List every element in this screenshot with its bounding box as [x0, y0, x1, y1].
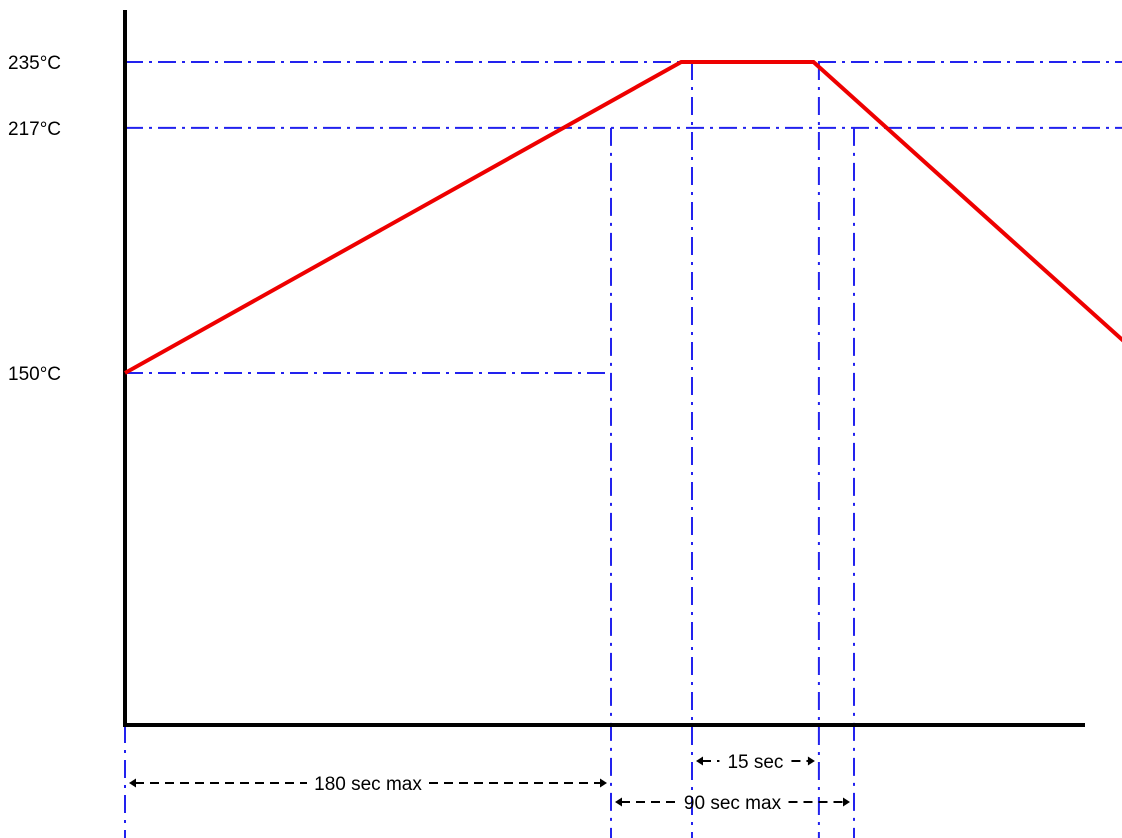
- dimension-arrow-left-0: [129, 778, 136, 788]
- y-tick-label-217: 217°C: [8, 119, 61, 140]
- dimension-arrow-right-1: [807, 756, 815, 766]
- dimension-label-2: 90 sec max: [684, 793, 782, 814]
- dimension-arrow-right-2: [843, 797, 850, 807]
- dimension-arrow-left-1: [696, 756, 703, 766]
- y-tick-label-235: 235°C: [8, 53, 61, 74]
- dimension-label-0: 180 sec max: [314, 774, 422, 795]
- dimension-arrow-right-0: [600, 778, 607, 788]
- profile-curve: [124, 60, 1122, 375]
- dimension-label-1: 15 sec: [727, 752, 783, 773]
- dimension-arrow-left-2: [615, 797, 622, 807]
- y-tick-label-150: 150°C: [8, 364, 61, 385]
